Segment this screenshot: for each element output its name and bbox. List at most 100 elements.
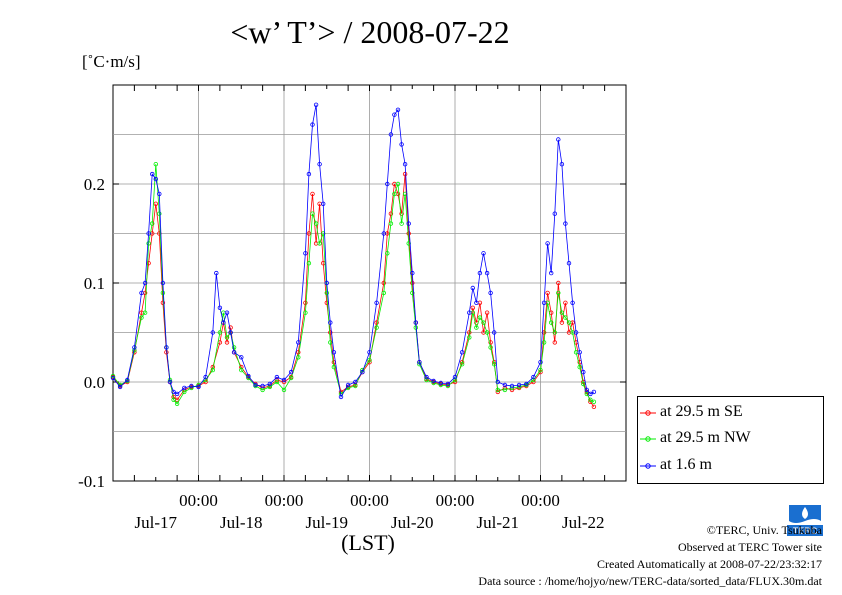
- point-low: [573, 330, 579, 335]
- point-nw: [563, 315, 568, 320]
- point-nw: [566, 320, 572, 325]
- point-low: [495, 379, 500, 385]
- point-se: [552, 340, 557, 345]
- point-nw: [399, 221, 404, 226]
- point-low: [549, 270, 554, 276]
- point-nw: [231, 345, 237, 350]
- y-tick-label: -0.1: [78, 472, 105, 491]
- point-low: [253, 382, 258, 388]
- point-low: [149, 171, 155, 177]
- logo-text: TERC: [793, 526, 818, 536]
- point-nw: [239, 367, 244, 373]
- point-low: [217, 305, 223, 310]
- point-low: [338, 394, 344, 400]
- point-nw: [424, 377, 429, 383]
- point-low: [470, 285, 475, 291]
- point-low: [474, 300, 479, 305]
- point-low: [406, 221, 411, 226]
- credit-created: Created Automatically at 2008-07-22/23:3…: [597, 557, 822, 571]
- point-low: [164, 345, 169, 350]
- point-low: [117, 384, 123, 390]
- x-tick-label: 00:00: [179, 491, 218, 510]
- point-low: [588, 391, 593, 397]
- point-low: [399, 142, 404, 147]
- point-low: [424, 374, 429, 380]
- point-low: [160, 280, 166, 286]
- point-se: [224, 340, 230, 345]
- point-low: [231, 350, 237, 355]
- point-nw: [171, 397, 176, 402]
- point-low: [395, 107, 401, 112]
- point-se: [296, 350, 301, 355]
- point-nw: [541, 340, 547, 345]
- point-se: [545, 290, 550, 296]
- point-nw: [153, 161, 158, 167]
- point-low: [153, 176, 158, 182]
- point-nw: [306, 261, 312, 266]
- point-nw: [328, 340, 333, 345]
- point-se: [153, 201, 158, 206]
- point-nw: [559, 310, 565, 315]
- point-nw: [581, 381, 586, 387]
- point-low: [524, 381, 529, 387]
- point-se: [484, 310, 490, 315]
- point-nw: [392, 191, 397, 197]
- point-low: [477, 270, 483, 276]
- point-low: [552, 211, 557, 216]
- point-low: [488, 290, 493, 296]
- credit-copyright: ©TERC, Univ. Tsukuba: [706, 523, 822, 537]
- point-low: [591, 389, 597, 395]
- point-low: [317, 161, 322, 167]
- point-low: [210, 330, 215, 335]
- chart-title: <w’ T’> / 2008-07-22: [230, 14, 510, 50]
- point-low: [260, 383, 265, 389]
- legend: at 29.5 m SE at 29.5 m NW at 1.6 m: [637, 396, 824, 484]
- point-low: [221, 320, 226, 325]
- point-se: [310, 191, 315, 197]
- point-se: [402, 171, 408, 177]
- point-low: [281, 377, 287, 383]
- point-se: [406, 231, 411, 236]
- point-low: [566, 261, 572, 266]
- point-low: [157, 191, 162, 197]
- point-nw: [381, 290, 386, 296]
- point-se: [556, 280, 561, 286]
- point-nw: [577, 364, 582, 370]
- legend-entry-se: at 29.5 m SE: [638, 401, 823, 425]
- point-low: [303, 251, 308, 256]
- point-nw: [324, 290, 329, 296]
- point-se: [563, 300, 568, 305]
- point-low: [556, 137, 561, 142]
- point-nw: [549, 320, 554, 325]
- point-low: [189, 383, 194, 389]
- point-nw: [217, 330, 223, 335]
- point-nw: [139, 315, 144, 320]
- point-low: [410, 270, 415, 276]
- point-se: [160, 300, 166, 305]
- point-nw: [296, 355, 301, 360]
- credit-observed: Observed at TERC Tower site: [677, 540, 822, 554]
- legend-swatch-low: [640, 463, 656, 469]
- point-low: [246, 373, 251, 379]
- x-tick-label: 00:00: [350, 491, 389, 510]
- point-low: [492, 330, 497, 335]
- point-low: [484, 270, 490, 276]
- x-tick-label: 00:00: [265, 491, 304, 510]
- point-low: [577, 350, 582, 355]
- point-nw: [388, 221, 394, 226]
- point-nw: [477, 315, 483, 320]
- point-se: [374, 320, 379, 325]
- point-low: [228, 330, 233, 335]
- point-se: [303, 300, 308, 305]
- point-nw: [110, 373, 116, 379]
- day-label: Jul-18: [220, 513, 263, 532]
- point-low: [367, 350, 372, 355]
- point-low: [374, 300, 379, 305]
- point-low: [509, 383, 515, 389]
- point-low: [531, 374, 536, 380]
- point-low: [328, 320, 333, 325]
- point-nw: [281, 387, 287, 393]
- credit-source: Data source : /home/hojyo/new/TERC-data/…: [478, 574, 822, 588]
- point-low: [581, 369, 586, 375]
